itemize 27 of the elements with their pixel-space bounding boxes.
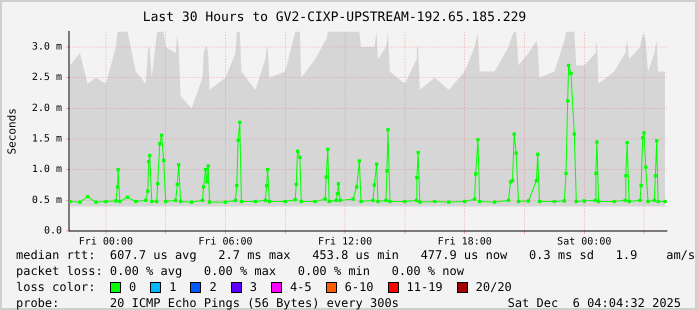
text: median rtt: 607.7 us avg 2.7 ms max 453.8 us min 477.9 us now 0.3 ms sd 1.9 am/s: [16, 247, 696, 263]
x-tick-label: Fri 00:00: [78, 236, 133, 248]
y-axis-title: Seconds: [5, 108, 18, 154]
text: loss color:: [16, 279, 96, 295]
chart-title: Last 30 Hours to GV2-CIXP-UPSTREAM-192.65.185.229: [142, 10, 526, 26]
text: packet loss: 0.00 % avg 0.00 % max 0.00 % min 0.00 % now: [16, 263, 465, 279]
y-tick-label: 2.0 m: [32, 102, 62, 114]
x-tick-label: Fri 18:00: [438, 236, 492, 248]
y-tick-label: 0.5 m: [32, 194, 62, 206]
x-tick-label: Fri 06:00: [198, 236, 253, 248]
text: 4-5: [290, 279, 312, 295]
y-tick-label: 1.0 m: [32, 164, 62, 176]
text: probe: 20 ICMP Echo Pings (56 Bytes) every 300s: [16, 295, 399, 310]
text: 20/20: [476, 279, 512, 295]
x-tick-label: Sat 00:00: [557, 236, 612, 248]
x-tick-label: Fri 12:00: [318, 236, 372, 248]
text: 3: [250, 279, 257, 295]
text: 1: [169, 279, 176, 295]
text: 11-19: [406, 279, 443, 295]
y-tick-label: 0.0: [44, 226, 62, 237]
text: 0: [129, 279, 136, 295]
y-tick-label: 1.5 m: [32, 134, 62, 145]
text: Sat Dec 6 04:04:32 2025: [508, 295, 681, 310]
text: 6-10: [344, 279, 374, 295]
text: 2: [209, 279, 217, 295]
y-tick-label: 2.5 m: [32, 72, 62, 84]
y-tick-label: 3.0 m: [32, 42, 62, 53]
